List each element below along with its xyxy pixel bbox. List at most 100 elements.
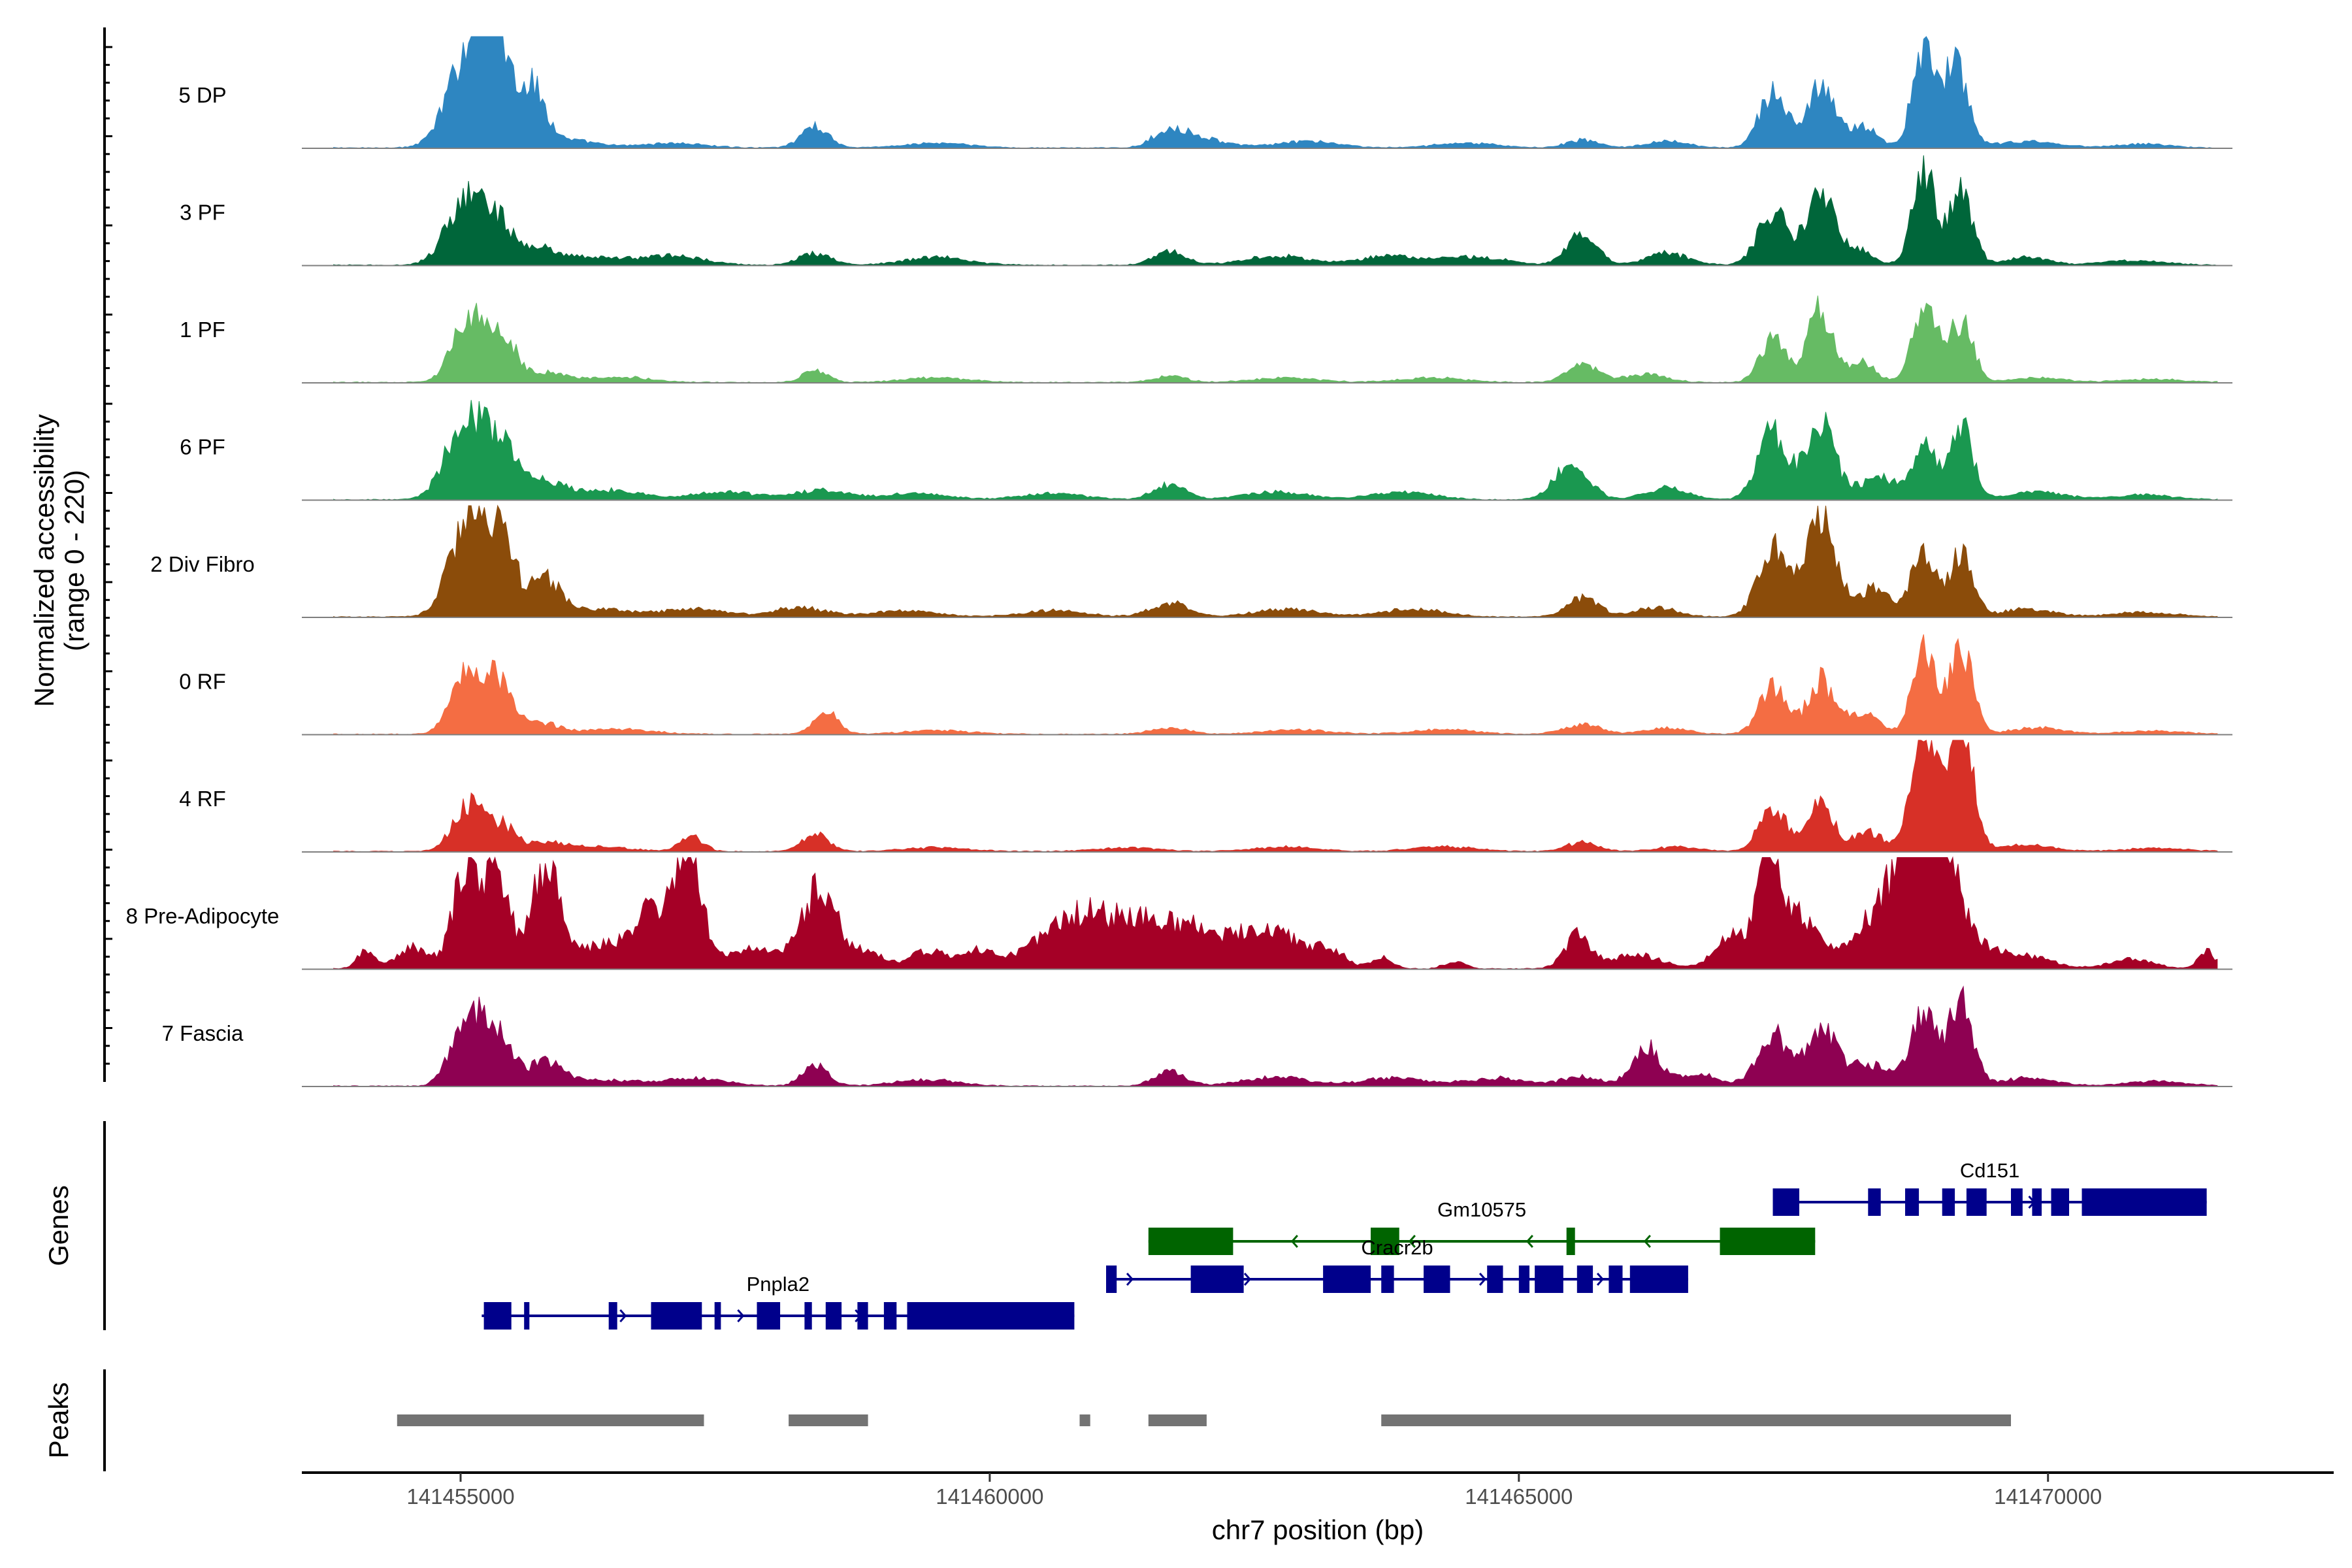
gene-exon [2082, 1188, 2207, 1216]
gene-cd151: Cd151 [1772, 1159, 2207, 1216]
gene-cracr2b: Cracr2b [1106, 1236, 1688, 1293]
strand-arrow [1126, 1273, 1134, 1286]
gene-exon [714, 1302, 721, 1330]
peak-region [1148, 1414, 1207, 1426]
strand-arrow [1643, 1235, 1651, 1248]
track-label-3-pf: 3 PF [180, 201, 225, 225]
gene-exon [1566, 1228, 1575, 1255]
peak-regions [397, 1414, 2011, 1426]
gene-exon [1518, 1266, 1529, 1293]
strand-arrow [1596, 1273, 1605, 1286]
track-label-2-div-fibro: 2 Div Fibro [150, 552, 255, 576]
track-label-4-rf: 4 RF [179, 787, 226, 811]
track-8-pre-adipocyte: 8 Pre-Adipocyte [126, 856, 2232, 970]
gene-exon [883, 1302, 897, 1330]
peak-region [789, 1414, 868, 1426]
track-6-pf: 6 PF [180, 400, 2232, 501]
x-axis: 141455000 141460000 141465000 141470000 chr… [302, 1471, 2334, 1545]
gene-exon [1323, 1266, 1371, 1293]
coverage-area-6-pf [333, 400, 2218, 501]
coverage-area-0-rf [333, 634, 2218, 736]
track-0-rf: 0 RF [179, 634, 2232, 736]
gene-exon [608, 1302, 617, 1330]
strand-arrow [1290, 1235, 1298, 1248]
gene-exon [1371, 1228, 1399, 1255]
coverage-panel: 5 DP 3 PF 1 PF 6 PF 2 Div Fibro 0 RF 4 RF 8 Pre… [29, 27, 2232, 1087]
peaks-track-label: Peaks [43, 1382, 74, 1459]
gene-exon [1720, 1228, 1816, 1255]
coverage-area-4-rf [333, 740, 2218, 853]
gene-exon [1106, 1266, 1117, 1293]
x-axis-title: chr7 position (bp) [1212, 1514, 1424, 1545]
track-4-rf: 4 RF [179, 740, 2232, 853]
gene-exon [1381, 1266, 1394, 1293]
track-7-fascia: 7 Fascia [162, 985, 2232, 1087]
coverage-area-7-fascia [333, 985, 2218, 1087]
gene-exon [1148, 1228, 1233, 1255]
gene-exon [1609, 1266, 1623, 1293]
gene-exon [483, 1302, 512, 1330]
gene-exon [1535, 1266, 1563, 1293]
x-axis-ticks: 141455000 141460000 141465000 141470000 [406, 1473, 2102, 1509]
gene-pnpla2: Pnpla2 [482, 1273, 1075, 1330]
gene-label-pnpla2: Pnpla2 [747, 1273, 810, 1296]
x-tick-label: 141470000 [1994, 1484, 2102, 1509]
gene-exon [1966, 1188, 1987, 1216]
track-3-pf: 3 PF [180, 155, 2232, 267]
gene-exon [1487, 1266, 1503, 1293]
track-label-7-fascia: 7 Fascia [162, 1021, 244, 1045]
strand-arrow [1408, 1235, 1416, 1248]
coverage-area-5-dp [333, 36, 2218, 149]
gene-label-cd151: Cd151 [1960, 1159, 2019, 1182]
coverage-area-2-div-fibro [333, 504, 2218, 618]
gene-exon [651, 1302, 702, 1330]
coverage-y-axis-ticks [105, 46, 112, 1065]
peak-region [1079, 1414, 1090, 1426]
track-1-pf: 1 PF [180, 295, 2232, 384]
track-5-dp: 5 DP [178, 36, 2232, 149]
gene-exon [804, 1302, 812, 1330]
x-tick-label: 141465000 [1465, 1484, 1573, 1509]
strand-arrow [1526, 1235, 1533, 1248]
gene-gm10575: Gm10575 [1148, 1198, 1816, 1255]
gene-exon [907, 1302, 1075, 1330]
gene-exon [1905, 1188, 1919, 1216]
gene-exon [1424, 1266, 1450, 1293]
gene-exon [1576, 1266, 1593, 1293]
track-label-6-pf: 6 PF [180, 435, 225, 459]
gene-exon [1772, 1188, 1799, 1216]
gene-label-cracr2b: Cracr2b [1361, 1236, 1433, 1259]
x-tick-label: 141455000 [406, 1484, 514, 1509]
coverage-area-8-pre-adipocyte [333, 856, 2218, 970]
strand-arrow [1478, 1273, 1487, 1286]
peak-region [397, 1414, 704, 1426]
gene-exon [857, 1302, 868, 1330]
gene-exon [757, 1302, 781, 1330]
strand-arrow [1243, 1273, 1252, 1286]
y-axis-title: Normalized accessibility [29, 414, 59, 707]
track-label-8-pre-adipocyte: 8 Pre-Adipocyte [126, 904, 280, 928]
track-label-0-rf: 0 RF [179, 670, 226, 694]
gene-exon [524, 1302, 530, 1330]
strand-arrow [619, 1309, 627, 1322]
strand-arrow [737, 1309, 745, 1322]
genes-track-label: Genes [43, 1185, 74, 1266]
gene-exon [825, 1302, 842, 1330]
track-label-1-pf: 1 PF [180, 318, 225, 342]
peaks-panel: Peaks [43, 1369, 2011, 1471]
x-tick-label: 141460000 [936, 1484, 1043, 1509]
peak-region [1381, 1414, 2011, 1426]
gene-exon [1868, 1188, 1881, 1216]
y-axis-range-label: (range 0 - 220) [59, 470, 90, 651]
gene-label-gm10575: Gm10575 [1437, 1198, 1526, 1221]
track-2-div-fibro: 2 Div Fibro [150, 504, 2232, 618]
coverage-tracks: 5 DP 3 PF 1 PF 6 PF 2 Div Fibro 0 RF 4 RF 8 Pre… [126, 36, 2232, 1087]
gene-exon [1190, 1266, 1244, 1293]
gene-exon [1942, 1188, 1955, 1216]
gene-exon [2032, 1188, 2042, 1216]
gene-exon [1629, 1266, 1688, 1293]
